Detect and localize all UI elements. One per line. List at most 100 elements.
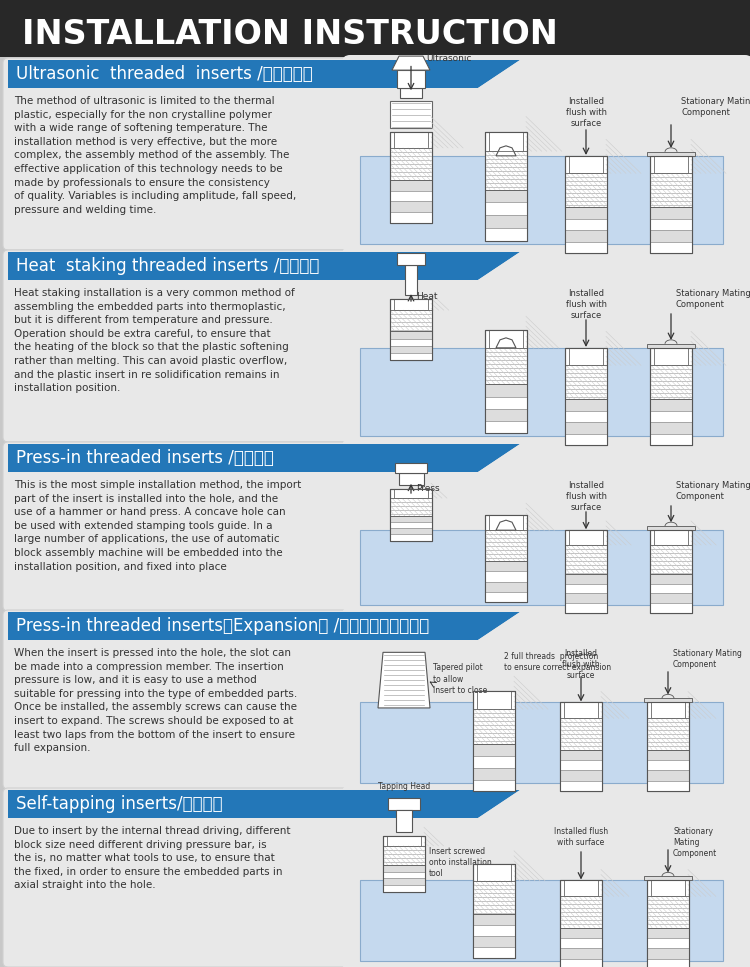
Bar bbox=[647, 771, 689, 781]
Bar bbox=[565, 156, 607, 253]
Bar bbox=[485, 514, 527, 602]
Bar bbox=[485, 151, 527, 190]
Bar bbox=[383, 865, 425, 892]
Bar bbox=[8, 60, 478, 88]
Bar bbox=[560, 927, 602, 967]
Bar bbox=[390, 102, 432, 128]
Bar bbox=[650, 574, 692, 584]
Bar bbox=[390, 516, 432, 522]
Bar bbox=[477, 864, 511, 881]
Bar bbox=[565, 230, 607, 242]
Bar bbox=[485, 561, 527, 571]
Bar bbox=[485, 421, 527, 433]
Bar bbox=[650, 603, 692, 613]
Bar bbox=[565, 433, 607, 445]
Bar bbox=[565, 399, 607, 411]
Bar bbox=[489, 330, 523, 348]
Bar bbox=[360, 348, 723, 436]
Bar bbox=[8, 252, 478, 280]
Bar bbox=[560, 749, 602, 791]
Bar bbox=[560, 927, 602, 938]
Text: This is the most simple installation method, the import
part of the insert is in: This is the most simple installation met… bbox=[14, 480, 302, 571]
Text: Installed
flush with
surface: Installed flush with surface bbox=[562, 649, 600, 680]
Bar bbox=[650, 348, 692, 445]
Bar bbox=[473, 756, 515, 768]
Bar bbox=[565, 207, 607, 219]
Bar bbox=[560, 949, 602, 959]
Bar bbox=[650, 366, 692, 399]
Text: Installed
flush with
surface: Installed flush with surface bbox=[566, 289, 607, 320]
Text: Insert screwed
onto installation
tool: Insert screwed onto installation tool bbox=[429, 847, 492, 878]
Text: Ultrasonic  threaded  inserts /超声波埋植: Ultrasonic threaded inserts /超声波埋植 bbox=[16, 65, 313, 83]
Bar bbox=[650, 433, 692, 445]
Bar bbox=[473, 936, 515, 947]
Bar bbox=[650, 530, 692, 613]
Text: Installed
flush with
surface: Installed flush with surface bbox=[566, 97, 607, 129]
Bar bbox=[390, 353, 432, 360]
Bar bbox=[650, 545, 692, 574]
Polygon shape bbox=[496, 337, 516, 348]
Text: When the insert is pressed into the hole, the slot can
be made into a compressio: When the insert is pressed into the hole… bbox=[14, 648, 297, 753]
Bar bbox=[383, 865, 425, 872]
Text: Stationary Mating
Component: Stationary Mating Component bbox=[673, 649, 742, 669]
Bar bbox=[360, 880, 723, 961]
Bar bbox=[569, 156, 603, 173]
Bar bbox=[390, 346, 432, 353]
Bar bbox=[560, 749, 602, 760]
Text: Ultrasonic: Ultrasonic bbox=[426, 54, 472, 63]
Bar bbox=[473, 691, 515, 791]
Bar bbox=[8, 790, 478, 818]
Bar bbox=[650, 399, 692, 411]
Polygon shape bbox=[478, 444, 520, 472]
Bar bbox=[650, 584, 692, 594]
Bar bbox=[565, 219, 607, 230]
Bar bbox=[398, 473, 424, 484]
Bar bbox=[485, 571, 527, 582]
Bar bbox=[485, 190, 527, 202]
Bar bbox=[485, 132, 527, 241]
Bar bbox=[390, 528, 432, 535]
Bar bbox=[360, 156, 723, 244]
Bar bbox=[360, 702, 723, 783]
FancyBboxPatch shape bbox=[3, 610, 747, 789]
Bar bbox=[473, 924, 515, 936]
Bar bbox=[647, 896, 689, 927]
Text: Press-in threaded inserts（Expansion） /冷压埋植（膨胀型）: Press-in threaded inserts（Expansion） /冷压… bbox=[16, 617, 429, 635]
Text: Installed
flush with
surface: Installed flush with surface bbox=[566, 481, 607, 513]
Bar bbox=[650, 411, 692, 423]
Bar bbox=[560, 896, 602, 927]
Bar bbox=[400, 88, 422, 98]
Bar bbox=[388, 798, 420, 810]
Bar bbox=[394, 489, 427, 498]
Bar bbox=[565, 173, 607, 207]
Bar bbox=[647, 760, 689, 771]
Bar bbox=[650, 156, 692, 253]
Bar bbox=[473, 691, 515, 791]
Bar bbox=[565, 594, 607, 603]
Bar bbox=[485, 582, 527, 592]
Bar bbox=[394, 132, 427, 148]
Bar bbox=[390, 516, 432, 541]
Polygon shape bbox=[378, 653, 430, 708]
Text: Heat staking installation is a very common method of
assembling the embedded par: Heat staking installation is a very comm… bbox=[14, 288, 295, 394]
FancyBboxPatch shape bbox=[3, 788, 747, 967]
Bar bbox=[565, 399, 607, 445]
Bar bbox=[560, 718, 602, 749]
Bar bbox=[565, 584, 607, 594]
Bar bbox=[405, 265, 417, 295]
Polygon shape bbox=[478, 252, 520, 280]
Bar bbox=[397, 71, 425, 88]
Bar bbox=[647, 702, 689, 791]
Bar bbox=[565, 530, 607, 613]
Bar bbox=[560, 781, 602, 791]
Bar bbox=[360, 156, 723, 244]
Bar bbox=[396, 810, 412, 832]
Text: Heat  staking threaded inserts /热熱埋植: Heat staking threaded inserts /热熱埋植 bbox=[16, 257, 320, 275]
Bar bbox=[485, 409, 527, 421]
Text: Press: Press bbox=[416, 484, 440, 493]
Bar bbox=[560, 771, 602, 781]
Bar bbox=[650, 207, 692, 219]
Bar bbox=[650, 574, 692, 613]
Polygon shape bbox=[478, 444, 520, 472]
Bar bbox=[560, 959, 602, 967]
